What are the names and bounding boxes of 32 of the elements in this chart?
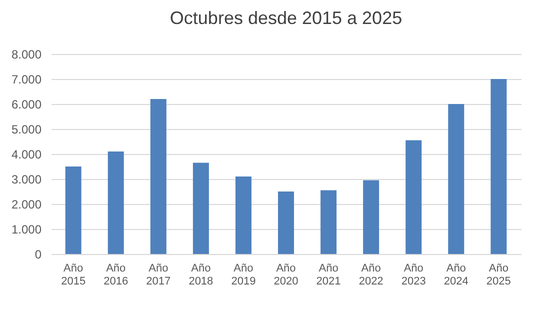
x-tick-label: Año 2016 (104, 262, 128, 288)
y-tick-label: 6.000 (11, 98, 42, 112)
x-tick-label: Año 2025 (486, 262, 511, 288)
bar (65, 166, 82, 254)
bar (150, 99, 166, 254)
x-tick-label: Año 2021 (316, 262, 341, 288)
y-tick-label: 1.000 (11, 222, 42, 236)
x-tick-label: Año 2024 (444, 262, 468, 288)
x-tick-label: Año 2017 (146, 262, 171, 288)
bar (363, 180, 380, 254)
x-tick-label: Año 2022 (358, 262, 384, 288)
x-tick-label: Año 2023 (401, 262, 426, 288)
x-tick-label: Año 2018 (188, 262, 214, 288)
y-tick-label: 5.000 (11, 122, 42, 136)
bar (448, 104, 464, 254)
y-tick-label: 0 (34, 248, 42, 262)
y-tick-label: 8.000 (11, 48, 42, 62)
bar (278, 192, 294, 254)
x-tick-label: Año 2020 (274, 262, 298, 288)
bar (490, 79, 507, 254)
y-tick-label: 3.000 (11, 172, 42, 186)
x-tick-label: Año 2015 (61, 262, 86, 288)
bar (320, 190, 337, 254)
bar (108, 152, 124, 254)
chart-title: Octubres desde 2015 a 2025 (170, 8, 402, 28)
bar (192, 162, 209, 254)
y-tick-label: 7.000 (11, 72, 42, 86)
bar (235, 176, 252, 254)
y-tick-label: 2.000 (11, 198, 42, 212)
x-tick-label: Año 2019 (231, 262, 256, 288)
bar (406, 140, 422, 254)
y-tick-label: 4.000 (11, 148, 42, 162)
